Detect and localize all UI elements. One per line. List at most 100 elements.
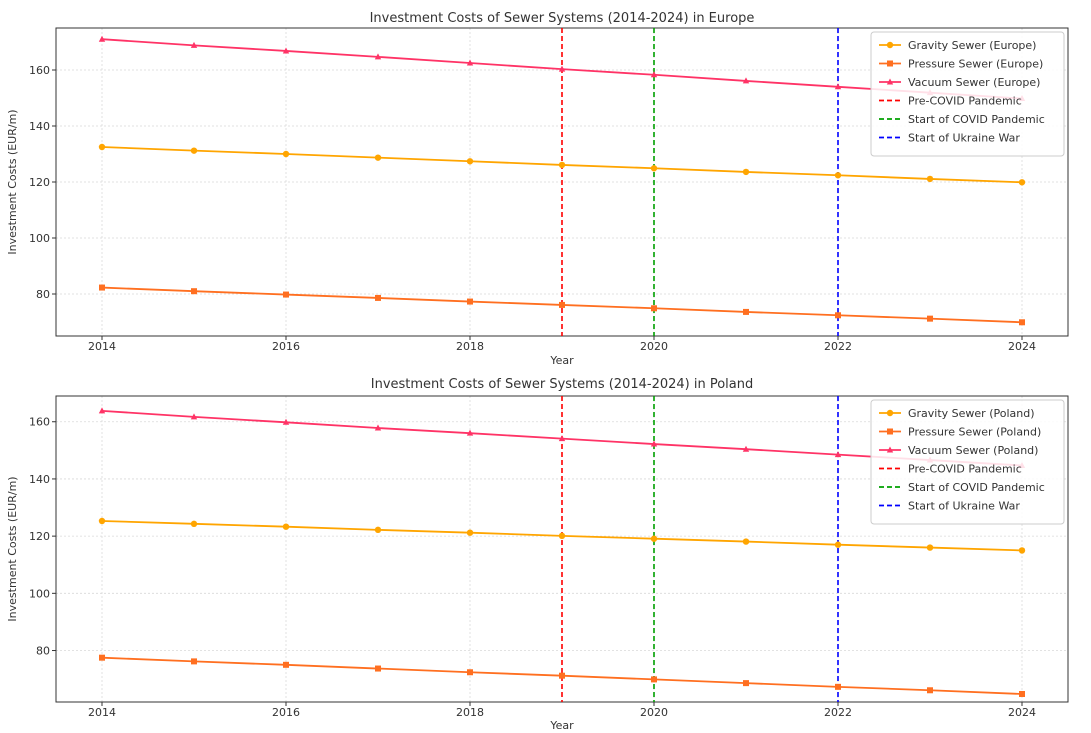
data-point xyxy=(374,154,382,161)
data-point xyxy=(742,77,750,84)
data-point xyxy=(927,687,933,694)
legend-label: Start of Ukraine War xyxy=(908,132,1020,145)
data-point xyxy=(98,35,106,42)
x-tick-label: 2024 xyxy=(1008,340,1036,353)
data-point xyxy=(834,172,842,179)
x-tick-label: 2014 xyxy=(88,706,116,719)
legend: Gravity Sewer (Poland) Pressure Sewer (Po… xyxy=(870,399,1065,525)
data-point xyxy=(834,541,842,548)
y-tick-label: 160 xyxy=(29,64,50,77)
legend-box xyxy=(870,399,1065,525)
x-tick-label: 2014 xyxy=(88,340,116,353)
data-point xyxy=(743,308,749,315)
data-point xyxy=(466,158,474,165)
y-tick-label: 120 xyxy=(29,176,50,189)
data-point xyxy=(558,435,566,442)
y-tick-label: 100 xyxy=(29,232,50,245)
data-point xyxy=(834,83,842,90)
legend-label: Start of COVID Pandemic xyxy=(908,113,1045,126)
data-point xyxy=(558,65,566,72)
data-point xyxy=(191,658,197,665)
data-point xyxy=(650,165,658,172)
data-point xyxy=(282,418,290,425)
legend-box xyxy=(870,31,1065,157)
data-point xyxy=(466,429,474,436)
chart-panel-1: 2014 2016 2018 2020 2022 2024 80 100 120 140 160 In… xyxy=(6,377,1069,732)
legend-label: Pre-COVID Pandemic xyxy=(908,95,1022,108)
data-point xyxy=(374,53,382,60)
chart-title: Investment Costs of Sewer Systems (2014-… xyxy=(371,377,754,392)
x-axis-label: Year xyxy=(549,719,574,732)
data-point xyxy=(651,676,657,683)
data-point xyxy=(651,305,657,312)
data-point xyxy=(559,301,565,308)
x-tick-label: 2018 xyxy=(456,706,484,719)
chart-title: Investment Costs of Sewer Systems (2014-… xyxy=(370,11,755,26)
data-point xyxy=(375,665,381,672)
data-point xyxy=(650,535,658,542)
data-point xyxy=(190,413,198,420)
data-point xyxy=(99,284,105,291)
data-point xyxy=(742,168,750,176)
legend-label: Vacuum Sewer (Europe) xyxy=(908,76,1040,89)
data-point xyxy=(650,71,658,78)
data-point xyxy=(835,683,841,690)
legend-marker xyxy=(887,428,893,435)
data-point xyxy=(1018,547,1026,554)
legend-label: Start of COVID Pandemic xyxy=(908,481,1045,494)
data-point xyxy=(650,440,658,447)
x-tick-label: 2022 xyxy=(824,706,852,719)
data-point xyxy=(926,175,934,183)
x-tick-label: 2020 xyxy=(640,340,668,353)
data-point xyxy=(190,41,198,48)
x-axis-label: Year xyxy=(549,354,574,367)
y-tick-label: 100 xyxy=(29,587,50,600)
chart-panel-0: 2014 2016 2018 2020 2022 2024 80 100 120 140 160 In… xyxy=(6,11,1069,367)
data-point xyxy=(466,59,474,66)
data-point xyxy=(558,532,566,540)
legend-label: Vacuum Sewer (Poland) xyxy=(908,444,1038,457)
data-point xyxy=(926,544,934,551)
data-point xyxy=(190,147,198,154)
legend-label: Gravity Sewer (Poland) xyxy=(908,407,1035,420)
legend-label: Pre-COVID Pandemic xyxy=(908,463,1022,476)
legend-marker xyxy=(886,446,894,453)
legend-marker xyxy=(886,78,894,85)
legend-label: Gravity Sewer (Europe) xyxy=(908,39,1036,52)
data-point xyxy=(282,523,290,530)
y-tick-label: 80 xyxy=(36,645,50,658)
legend-label: Pressure Sewer (Poland) xyxy=(908,426,1041,439)
data-point xyxy=(834,451,842,458)
data-point xyxy=(835,312,841,319)
data-point xyxy=(559,672,565,679)
data-point xyxy=(742,538,750,545)
y-tick-label: 160 xyxy=(29,416,50,429)
data-point xyxy=(375,294,381,301)
x-tick-label: 2018 xyxy=(456,340,484,353)
data-point xyxy=(98,407,106,414)
legend-label: Pressure Sewer (Europe) xyxy=(908,58,1043,71)
data-point xyxy=(1019,319,1025,326)
data-point xyxy=(98,143,106,151)
data-point xyxy=(98,517,106,525)
x-tick-label: 2022 xyxy=(824,340,852,353)
legend-marker xyxy=(886,41,894,49)
data-point xyxy=(190,520,198,528)
data-point xyxy=(927,315,933,322)
y-axis-label: Investment Costs (EUR/m) xyxy=(6,476,19,621)
data-point xyxy=(374,424,382,431)
legend-label: Start of Ukraine War xyxy=(908,500,1020,513)
data-point xyxy=(1019,690,1025,697)
y-tick-label: 140 xyxy=(29,473,50,486)
legend-marker xyxy=(887,60,893,67)
x-tick-label: 2024 xyxy=(1008,706,1036,719)
y-tick-label: 140 xyxy=(29,120,50,133)
legend: Gravity Sewer (Europe) Pressure Sewer (Eu… xyxy=(870,31,1065,157)
data-point xyxy=(466,529,474,536)
data-point xyxy=(283,661,289,668)
data-point xyxy=(374,526,382,534)
x-tick-label: 2020 xyxy=(640,706,668,719)
data-point xyxy=(742,445,750,452)
